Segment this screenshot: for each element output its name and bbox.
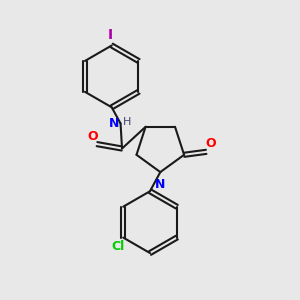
Text: Cl: Cl [111, 240, 124, 253]
Text: O: O [87, 130, 98, 142]
Text: I: I [108, 28, 113, 42]
Text: N: N [155, 178, 166, 191]
Text: H: H [123, 117, 131, 127]
Text: O: O [205, 137, 216, 150]
Text: N: N [109, 117, 119, 130]
